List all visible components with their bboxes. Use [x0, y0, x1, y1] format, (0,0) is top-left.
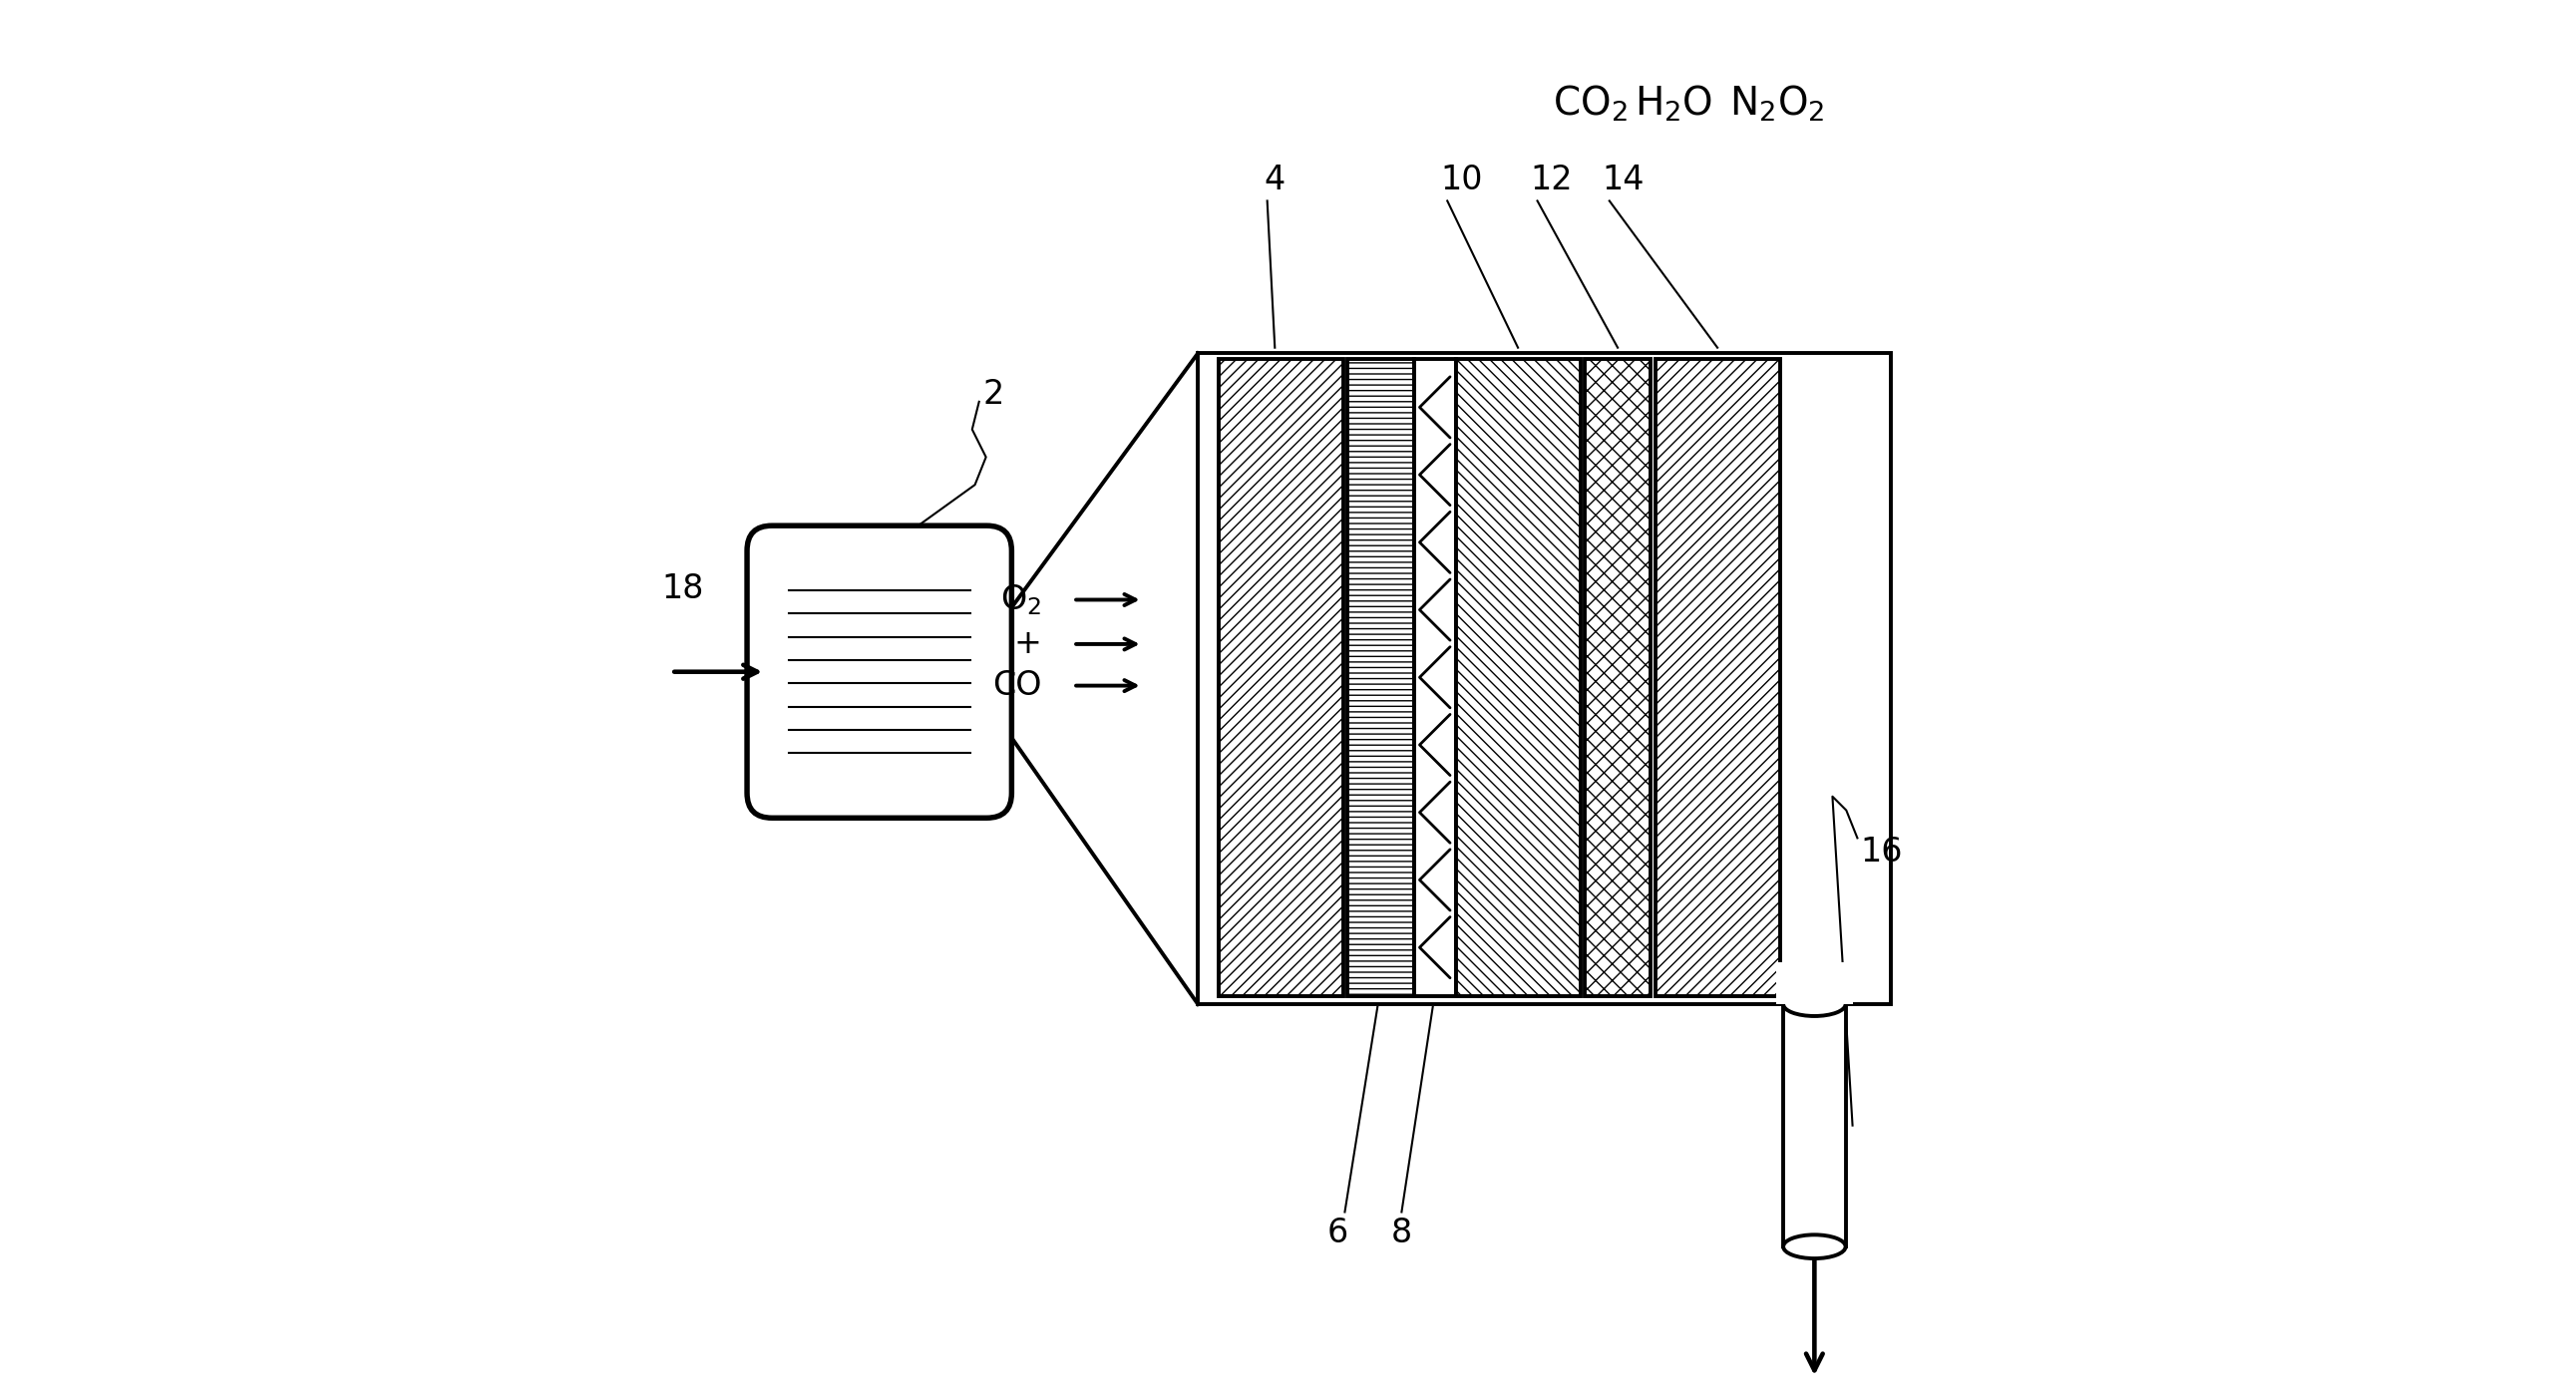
Text: CO$_2$: CO$_2$ — [1553, 84, 1628, 125]
Text: 6: 6 — [1327, 1216, 1347, 1249]
Text: 4: 4 — [1265, 164, 1285, 196]
Text: O$_2$: O$_2$ — [999, 582, 1041, 617]
Text: 16: 16 — [1860, 835, 1904, 869]
Text: N$_2$: N$_2$ — [1728, 84, 1775, 123]
Bar — [1414, 358, 1455, 996]
Bar — [1783, 1004, 1844, 1247]
Text: CO: CO — [992, 669, 1041, 702]
Text: O$_2$: O$_2$ — [1777, 84, 1824, 125]
Text: 14: 14 — [1602, 164, 1643, 196]
Bar — [1656, 358, 1780, 996]
Text: 12: 12 — [1530, 164, 1571, 196]
Text: +: + — [1012, 628, 1041, 660]
Bar — [1218, 358, 1345, 996]
Bar — [1455, 358, 1579, 996]
FancyBboxPatch shape — [747, 526, 1012, 818]
Text: 2: 2 — [984, 378, 1005, 411]
Polygon shape — [987, 353, 1198, 1004]
Bar — [1347, 358, 1414, 996]
Bar — [1777, 963, 1852, 1004]
Ellipse shape — [1783, 992, 1844, 1016]
Text: H$_2$O: H$_2$O — [1633, 84, 1713, 125]
Text: 8: 8 — [1391, 1216, 1412, 1249]
Ellipse shape — [1783, 1235, 1844, 1259]
Text: 10: 10 — [1440, 164, 1481, 196]
Text: 18: 18 — [662, 572, 703, 606]
Bar — [1198, 353, 1891, 1004]
Bar — [1584, 358, 1651, 996]
